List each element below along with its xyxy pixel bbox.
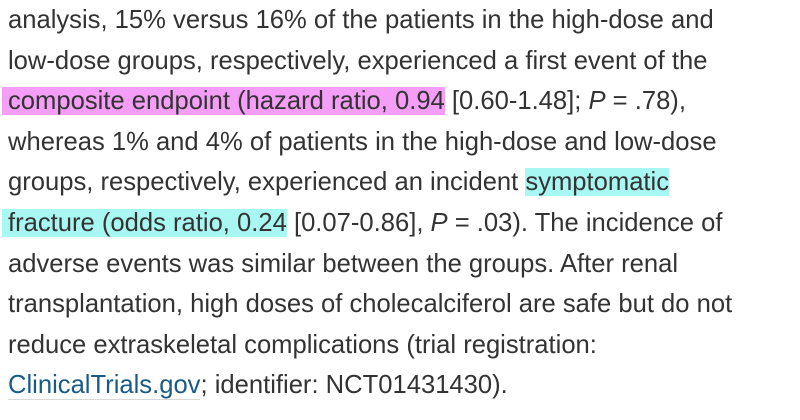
text-line-2: low-dose groups, respectively, experienc…: [8, 46, 708, 75]
abstract-paragraph: analysis, 15% versus 16% of the patients…: [8, 0, 792, 406]
text-line-3-a: [0.60-1.48];: [444, 87, 589, 116]
text-line-10-rest: ; identifier: NCT01431430).: [200, 371, 508, 400]
text-line-9: reduce extraskeletal complications (tria…: [8, 330, 597, 359]
p-value-label: P: [430, 208, 448, 237]
highlight-fracture-odds-ratio[interactable]: fracture (odds ratio, 0.24: [8, 208, 287, 237]
p-value-label: P: [588, 87, 606, 116]
text-line-5-a: groups, respectively, experienced an inc…: [8, 168, 526, 197]
text-line-3-b: = .78),: [605, 87, 686, 116]
text-line-1: analysis, 15% versus 16% of the patients…: [8, 6, 714, 34]
highlight-composite-endpoint[interactable]: composite endpoint (hazard ratio, 0.94: [8, 87, 445, 116]
text-line-3: composite endpoint (hazard ratio, 0.94 […: [8, 81, 792, 122]
text-line-6-b: = .03). The incidence of: [447, 208, 723, 237]
text-line-8: transplantation, high doses of cholecalc…: [8, 290, 733, 319]
clinicaltrials-link[interactable]: ClinicalTrials.gov: [8, 371, 201, 401]
text-line-6-a: [0.07-0.86],: [286, 208, 431, 237]
text-line-10: ClinicalTrials.gov; identifier: NCT01431…: [8, 365, 792, 406]
highlight-symptomatic[interactable]: symptomatic: [525, 168, 670, 197]
text-line-7: adverse events was similar between the g…: [8, 249, 679, 278]
text-line-4: whereas 1% and 4% of patients in the hig…: [8, 127, 717, 156]
text-line-6: fracture (odds ratio, 0.24 [0.07-0.86], …: [8, 203, 792, 244]
text-line-5: groups, respectively, experienced an inc…: [8, 162, 792, 203]
